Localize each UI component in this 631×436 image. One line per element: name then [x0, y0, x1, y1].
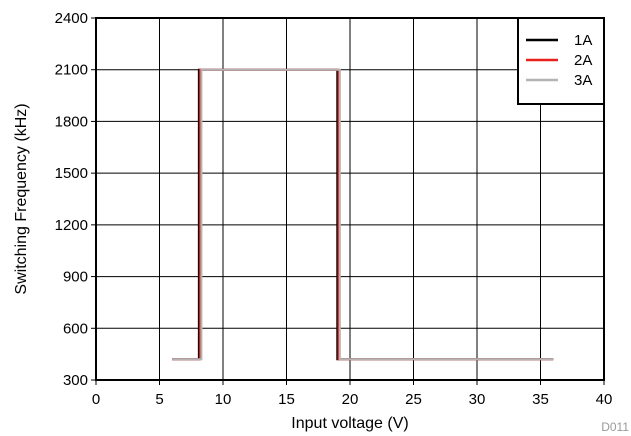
data-series — [172, 68, 554, 361]
y-tick-label: 300 — [63, 372, 88, 389]
x-tick-label: 30 — [469, 391, 486, 408]
y-tick-label: 2400 — [55, 10, 88, 27]
y-tick-label: 1200 — [55, 217, 88, 234]
x-tick-label: 5 — [155, 391, 163, 408]
x-tick-label: 0 — [92, 391, 100, 408]
figure-id-label: D011 — [601, 420, 629, 434]
y-tick-label: 1800 — [55, 113, 88, 130]
grid-lines — [96, 18, 604, 380]
y-tick-label: 600 — [63, 320, 88, 337]
x-tick-label: 35 — [532, 391, 549, 408]
x-tick-label: 25 — [405, 391, 422, 408]
legend-label-3a: 3A — [574, 72, 592, 89]
x-tick-label: 20 — [342, 391, 359, 408]
legend-label-1a: 1A — [574, 32, 592, 49]
x-tick-label: 15 — [278, 391, 295, 408]
legend: 1A 2A 3A — [517, 17, 605, 105]
y-axis-ticks: 300 600 900 1200 1500 1800 2100 2400 — [55, 10, 96, 389]
x-axis-ticks: 0 5 10 15 20 25 30 35 40 — [92, 380, 613, 408]
y-tick-label: 2100 — [55, 62, 88, 79]
x-axis-title: Input voltage (V) — [291, 415, 408, 432]
y-tick-label: 900 — [63, 269, 88, 286]
x-tick-label: 10 — [215, 391, 232, 408]
series-line-3a — [172, 68, 554, 361]
y-tick-label: 1500 — [55, 165, 88, 182]
y-axis-title: Switching Frequency (kHz) — [13, 103, 30, 294]
x-tick-label: 40 — [596, 391, 613, 408]
legend-label-2a: 2A — [574, 52, 592, 69]
